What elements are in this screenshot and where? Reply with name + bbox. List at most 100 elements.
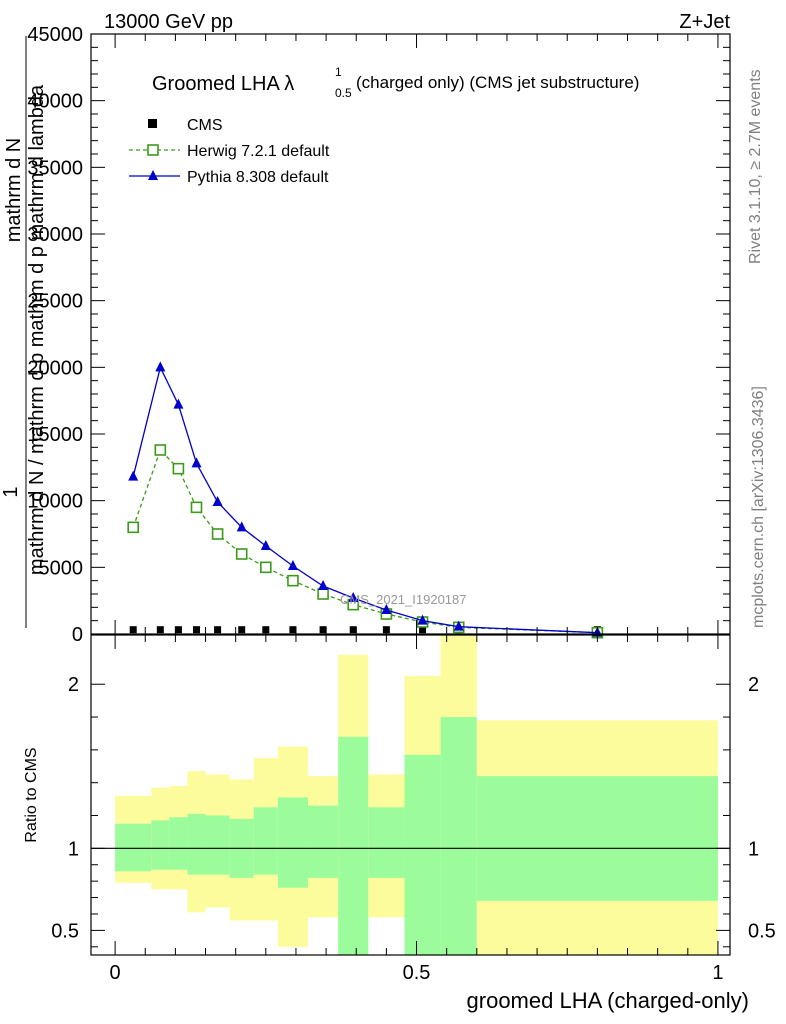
main-y-tick-label: 40000 <box>27 91 83 113</box>
pythia-data-point <box>381 604 392 614</box>
cms-data-point <box>349 626 357 634</box>
main-y-tick-label: 5000 <box>39 557 84 579</box>
cms-data-point <box>319 626 327 634</box>
energy-label: 13000 GeV pp <box>104 11 233 33</box>
plot-title: Groomed LHA λ 1 0.5 (charged only) (CMS … <box>152 65 639 100</box>
pythia-data-point <box>236 521 247 532</box>
ratio-inner-band <box>169 817 188 870</box>
side-source-label: mcplots.cern.ch [arXiv:1306.3436] <box>750 386 767 628</box>
pythia-data-point <box>417 614 428 625</box>
cms-data-point <box>192 626 200 634</box>
legend-label-pythia: Pythia 8.308 default <box>187 169 329 186</box>
ratio-inner-band <box>205 815 230 875</box>
ratio-inner-band <box>404 754 441 955</box>
ratio-inner-band <box>151 820 170 870</box>
title-sub: 0.5 <box>335 86 352 100</box>
herwig-data-point <box>235 548 248 560</box>
x-tick-label: 0 <box>110 962 121 984</box>
ratio-inner-band <box>440 717 477 955</box>
pythia-data-point <box>212 496 223 506</box>
ratio-y-tick-label-right: 1 <box>748 838 759 860</box>
herwig-data-point <box>190 501 203 514</box>
ratio-y-axis-title: Ratio to CMS <box>23 747 40 842</box>
process-label: Z+Jet <box>679 11 730 33</box>
main-y-tick-label: 25000 <box>27 291 83 313</box>
main-y-tick-label: 0 <box>72 624 83 646</box>
pythia-data-point <box>260 540 271 550</box>
title-main: Groomed LHA λ <box>152 73 294 95</box>
side-events-label: Rivet 3.1.10, ≥ 2.7M events <box>747 69 764 264</box>
ratio-inner-band <box>253 807 278 875</box>
ratio-bands-layer <box>115 635 718 955</box>
pythia-data-point <box>128 470 139 481</box>
title-rest: (charged only) (CMS jet substructure) <box>356 73 639 92</box>
main-y-tick-label: 30000 <box>27 224 83 246</box>
pythia-data-point <box>318 580 329 590</box>
main-y-tick-label: 10000 <box>27 491 83 513</box>
legend-marker-herwig <box>147 144 159 156</box>
legend-label-cms: CMS <box>187 117 223 134</box>
ratio-inner-band <box>338 736 369 955</box>
pythia-data-point <box>348 592 359 602</box>
legend-item-herwig: Herwig 7.2.1 default <box>129 143 330 160</box>
ylabel-prefix: 1 <box>0 486 22 497</box>
herwig-data-point <box>154 444 167 456</box>
cms-data-point <box>289 626 297 634</box>
herwig-data-point <box>260 561 272 574</box>
cms-data-point <box>174 626 182 634</box>
pythia-data-point <box>155 361 166 372</box>
ratio-frame <box>90 634 731 956</box>
main-y-axis-title: mathrm d N 1 mathrm d N / mathrm d p mat… <box>0 36 48 628</box>
ratio-inner-band <box>277 797 309 888</box>
herwig-data-point <box>211 528 224 540</box>
main-axes: 0 5000 10000 15000 20000 25000 30000 35000 40000… <box>27 24 730 646</box>
legend-marker-pythia <box>148 170 158 180</box>
analysis-watermark: CMS_2021_I1920187 <box>340 592 467 607</box>
ratio-inner-band <box>187 813 206 875</box>
ratio-inner-band <box>308 805 339 878</box>
main-frame <box>90 33 731 635</box>
ratio-y-tick-label: 2 <box>68 674 79 696</box>
main-data-layer <box>127 361 604 639</box>
legend-item-pythia: Pythia 8.308 default <box>129 169 329 186</box>
cms-data-point <box>129 626 137 634</box>
pythia-data-point <box>453 620 464 631</box>
title-sup: 1 <box>335 65 342 79</box>
ratio-plot-panel: 0.5 0.5 1 1 2 2 0 0.5 1 Ratio to CMS groomed LHA… <box>23 634 776 1013</box>
herwig-data-point <box>317 588 329 600</box>
legend-label-herwig: Herwig 7.2.1 default <box>187 143 330 160</box>
cms-data-point <box>419 626 427 634</box>
x-tick-label: 0.5 <box>403 962 431 984</box>
x-axis-title: groomed LHA (charged-only) <box>467 988 749 1013</box>
herwig-data-point <box>172 462 185 475</box>
herwig-data-point <box>127 521 139 534</box>
legend-marker-cms <box>148 119 157 128</box>
herwig-data-point <box>287 574 299 587</box>
ratio-y-tick-label-right: 0.5 <box>748 920 776 942</box>
ratio-inner-band <box>115 823 152 872</box>
cms-data-point <box>156 626 164 634</box>
pythia-data-point <box>191 457 202 468</box>
ratio-axes: 0.5 0.5 1 1 2 2 0 0.5 1 <box>51 635 776 984</box>
main-y-tick-label: 20000 <box>27 357 83 379</box>
main-y-tick-label: 15000 <box>27 424 83 446</box>
ylabel-denominator: mathrm d N / mathrm d p mathrm d p mathr… <box>26 84 48 575</box>
ratio-inner-band <box>476 776 718 901</box>
x-tick-label: 1 <box>712 962 723 984</box>
cms-data-point <box>238 626 246 634</box>
ratio-inner-band <box>368 807 405 878</box>
legend: CMS Herwig 7.2.1 default Pythia 8.308 de… <box>129 117 330 186</box>
ratio-y-tick-label-right: 2 <box>748 674 759 696</box>
pythia-data-point <box>287 560 298 570</box>
legend-item-cms: CMS <box>148 117 223 134</box>
main-y-tick-label: 35000 <box>27 157 83 179</box>
series-line-1 <box>132 448 598 634</box>
series-line-2 <box>132 365 598 634</box>
ratio-y-tick-label: 1 <box>68 838 79 860</box>
main-y-tick-label: 45000 <box>27 24 83 46</box>
pythia-data-point <box>173 398 184 409</box>
ylabel-numerator: mathrm d N <box>3 138 25 242</box>
main-plot-panel: CMS_2021_I1920187 0 5000 10000 15000 20000 25… <box>0 24 731 646</box>
cms-data-point <box>214 626 222 634</box>
